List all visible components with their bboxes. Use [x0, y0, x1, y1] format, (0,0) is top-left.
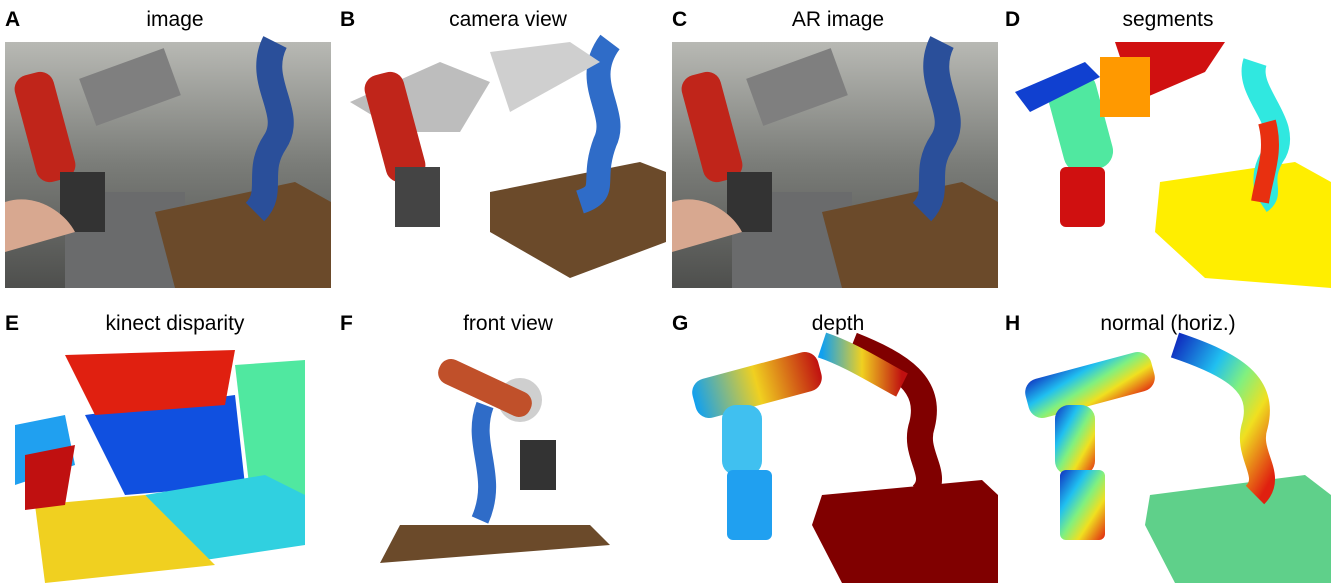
panel-letter: E: [5, 312, 19, 335]
panel-title: normal (horiz.): [1100, 312, 1235, 335]
panel-depth: [692, 332, 998, 583]
panel-letter: A: [5, 8, 20, 31]
panel-letter: B: [340, 8, 355, 31]
panel-title: front view: [463, 312, 554, 335]
panel-title: AR image: [792, 8, 884, 31]
panel-title: depth: [812, 312, 865, 335]
panel-letter: H: [1005, 312, 1020, 335]
panel-title: camera view: [449, 8, 568, 31]
panel-normal: [1025, 332, 1331, 583]
panel-front-view: [380, 359, 610, 563]
panel-title: kinect disparity: [106, 312, 245, 335]
panel-letter: G: [672, 312, 688, 335]
panel-title: image: [146, 8, 203, 31]
panel-image: [5, 36, 331, 288]
panel-letter: F: [340, 312, 353, 335]
panel-letter: D: [1005, 8, 1020, 31]
panel-camera-view: [350, 34, 666, 278]
panel-ar-image: [672, 36, 998, 288]
panel-title: segments: [1122, 8, 1213, 31]
panel-kinect-disparity: [15, 350, 315, 583]
panel-letter: C: [672, 8, 687, 31]
panel-segments: [1015, 42, 1331, 288]
